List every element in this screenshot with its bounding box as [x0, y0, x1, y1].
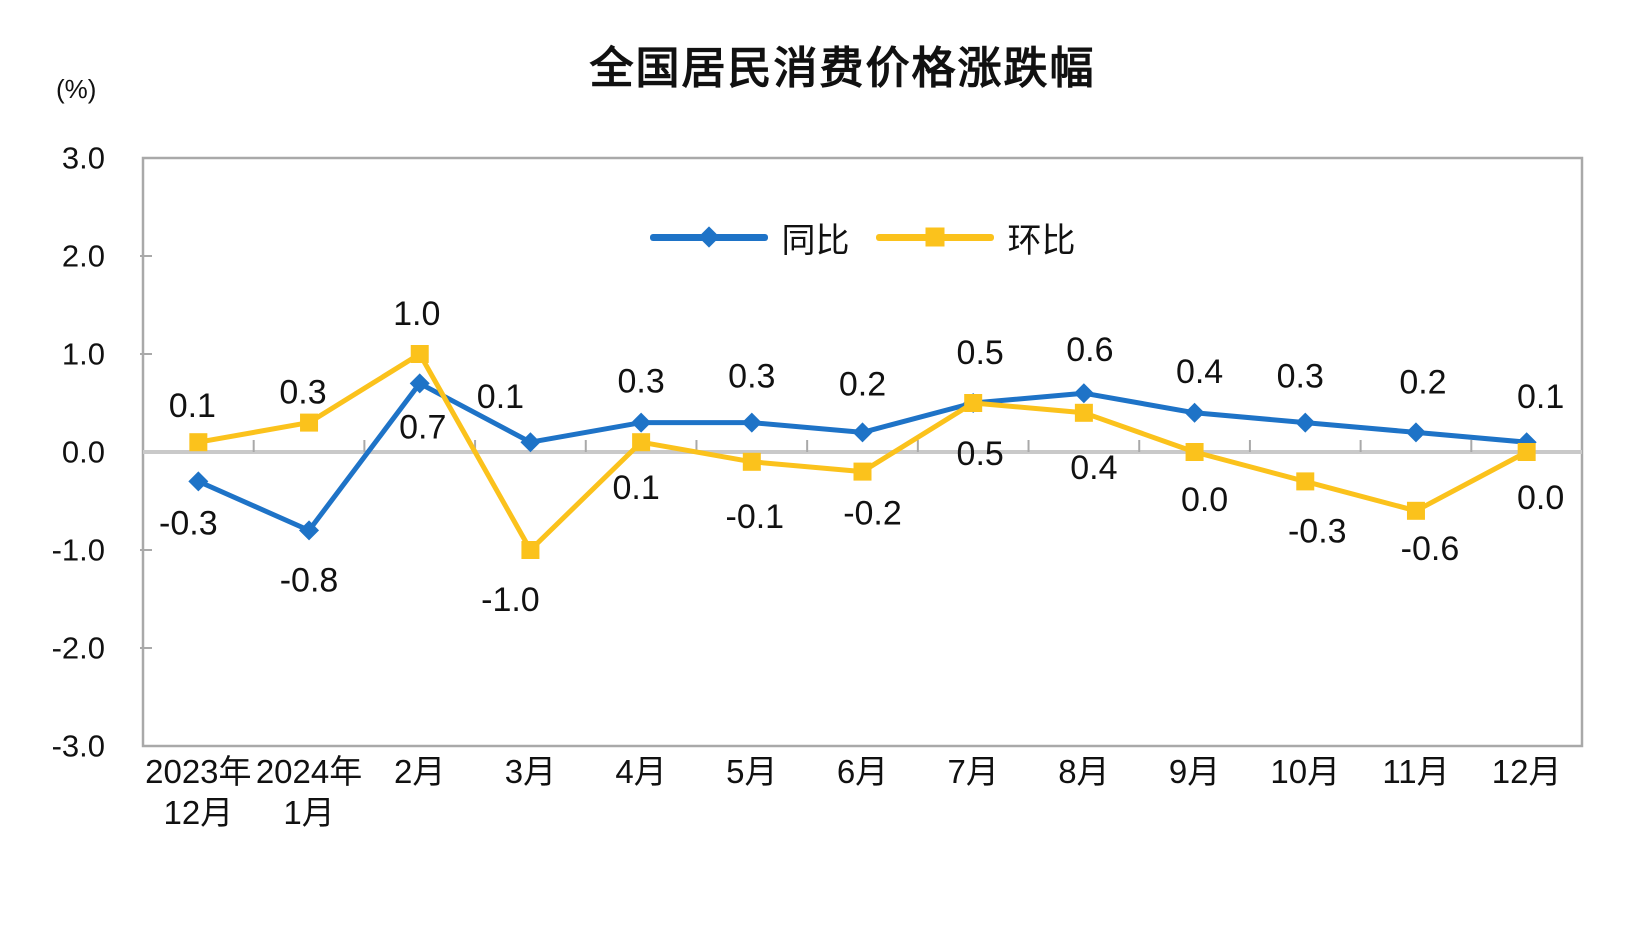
data-point-square — [632, 433, 651, 452]
data-label: 0.7 — [399, 408, 446, 446]
data-point-square — [1517, 443, 1536, 461]
data-point-square — [742, 452, 761, 471]
data-point-square — [1074, 403, 1093, 422]
data-point-square — [300, 413, 319, 432]
x-axis-label: 4月 — [615, 753, 666, 790]
data-label: -0.3 — [1288, 512, 1347, 550]
data-point-square — [521, 541, 540, 559]
x-axis-label: 3月 — [505, 753, 556, 790]
x-axis-label: 2023年 12月 — [145, 753, 251, 831]
data-label: 0.3 — [617, 363, 664, 401]
data-label: 0.2 — [1399, 363, 1446, 401]
data-point-diamond — [520, 432, 541, 453]
data-label: 0.4 — [1176, 353, 1223, 391]
y-axis-unit-label: (%) — [56, 74, 97, 104]
mom-line-swatch — [875, 227, 994, 247]
data-label: 1.0 — [393, 295, 440, 333]
x-axis-label: 6月 — [837, 753, 888, 790]
data-label: 0.5 — [957, 435, 1004, 473]
x-axis-label: 12月 — [1492, 753, 1562, 790]
data-label: 0.6 — [1066, 331, 1113, 369]
data-label: 0.1 — [477, 378, 524, 416]
data-label: 0.1 — [169, 387, 216, 425]
x-axis-label: 2024年 1月 — [256, 753, 362, 831]
data-label: 0.5 — [957, 334, 1004, 372]
data-point-diamond — [741, 412, 762, 433]
data-point-square — [1296, 472, 1315, 491]
data-point-diamond — [852, 422, 873, 443]
data-point-diamond — [631, 412, 652, 433]
x-axis-label: 9月 — [1169, 753, 1220, 790]
y-axis-tick-label: 1.0 — [62, 337, 105, 372]
data-label: 0.4 — [1070, 449, 1117, 487]
data-label: -1.0 — [481, 581, 540, 619]
data-point-diamond — [1073, 383, 1094, 404]
data-point-square — [964, 394, 983, 412]
y-axis-tick-label: -2.0 — [52, 631, 105, 666]
data-point-square — [853, 462, 872, 481]
x-axis-label: 11月 — [1382, 753, 1449, 790]
legend-label-mom: 环比 — [1007, 221, 1076, 260]
data-point-diamond — [409, 373, 430, 394]
x-axis-label: 5月 — [726, 753, 777, 790]
legend-label-yoy: 同比 — [781, 221, 850, 260]
data-point-square — [1185, 443, 1204, 461]
yoy-line-swatch — [649, 226, 768, 248]
data-label: 0.3 — [279, 374, 326, 412]
y-axis-tick-label: -1.0 — [52, 533, 105, 568]
data-label: 0.2 — [839, 365, 886, 403]
data-label: -0.1 — [726, 498, 785, 536]
data-label: 0.1 — [1517, 378, 1564, 416]
data-label: -0.3 — [159, 504, 218, 542]
x-axis-label: 10月 — [1270, 753, 1340, 790]
data-label: -0.2 — [843, 495, 902, 533]
square-marker-icon — [925, 227, 944, 247]
data-point-diamond — [299, 520, 320, 541]
x-axis-label: 7月 — [948, 753, 999, 790]
data-label: -0.6 — [1401, 530, 1460, 568]
chart-title: 全国居民消费价格涨跌幅 — [589, 44, 1096, 93]
chart-legend: 同比 环比 — [143, 212, 1582, 262]
y-axis-tick-label: 2.0 — [62, 239, 105, 274]
y-axis-tick-label: 3.0 — [62, 141, 105, 176]
data-label: 0.3 — [728, 358, 775, 396]
y-axis-tick-label: -3.0 — [52, 729, 105, 764]
data-label: 0.3 — [1277, 358, 1324, 396]
data-point-square — [410, 345, 429, 363]
data-point-diamond — [1295, 412, 1316, 433]
y-axis-tick-label: 0.0 — [62, 435, 105, 470]
legend-item-mom[interactable]: 环比 — [875, 213, 1076, 262]
data-label: 0.0 — [1517, 479, 1564, 517]
data-point-diamond — [1184, 402, 1205, 423]
data-label: 0.1 — [612, 469, 659, 507]
data-label: 0.0 — [1181, 481, 1228, 519]
data-point-square — [189, 433, 208, 452]
x-axis-label: 2月 — [394, 753, 445, 790]
data-point-square — [1406, 501, 1425, 520]
data-point-diamond — [188, 471, 209, 492]
legend-item-yoy[interactable]: 同比 — [649, 213, 850, 262]
data-label: -0.8 — [280, 561, 339, 599]
data-point-diamond — [1405, 422, 1426, 443]
x-axis-label: 8月 — [1058, 753, 1109, 790]
